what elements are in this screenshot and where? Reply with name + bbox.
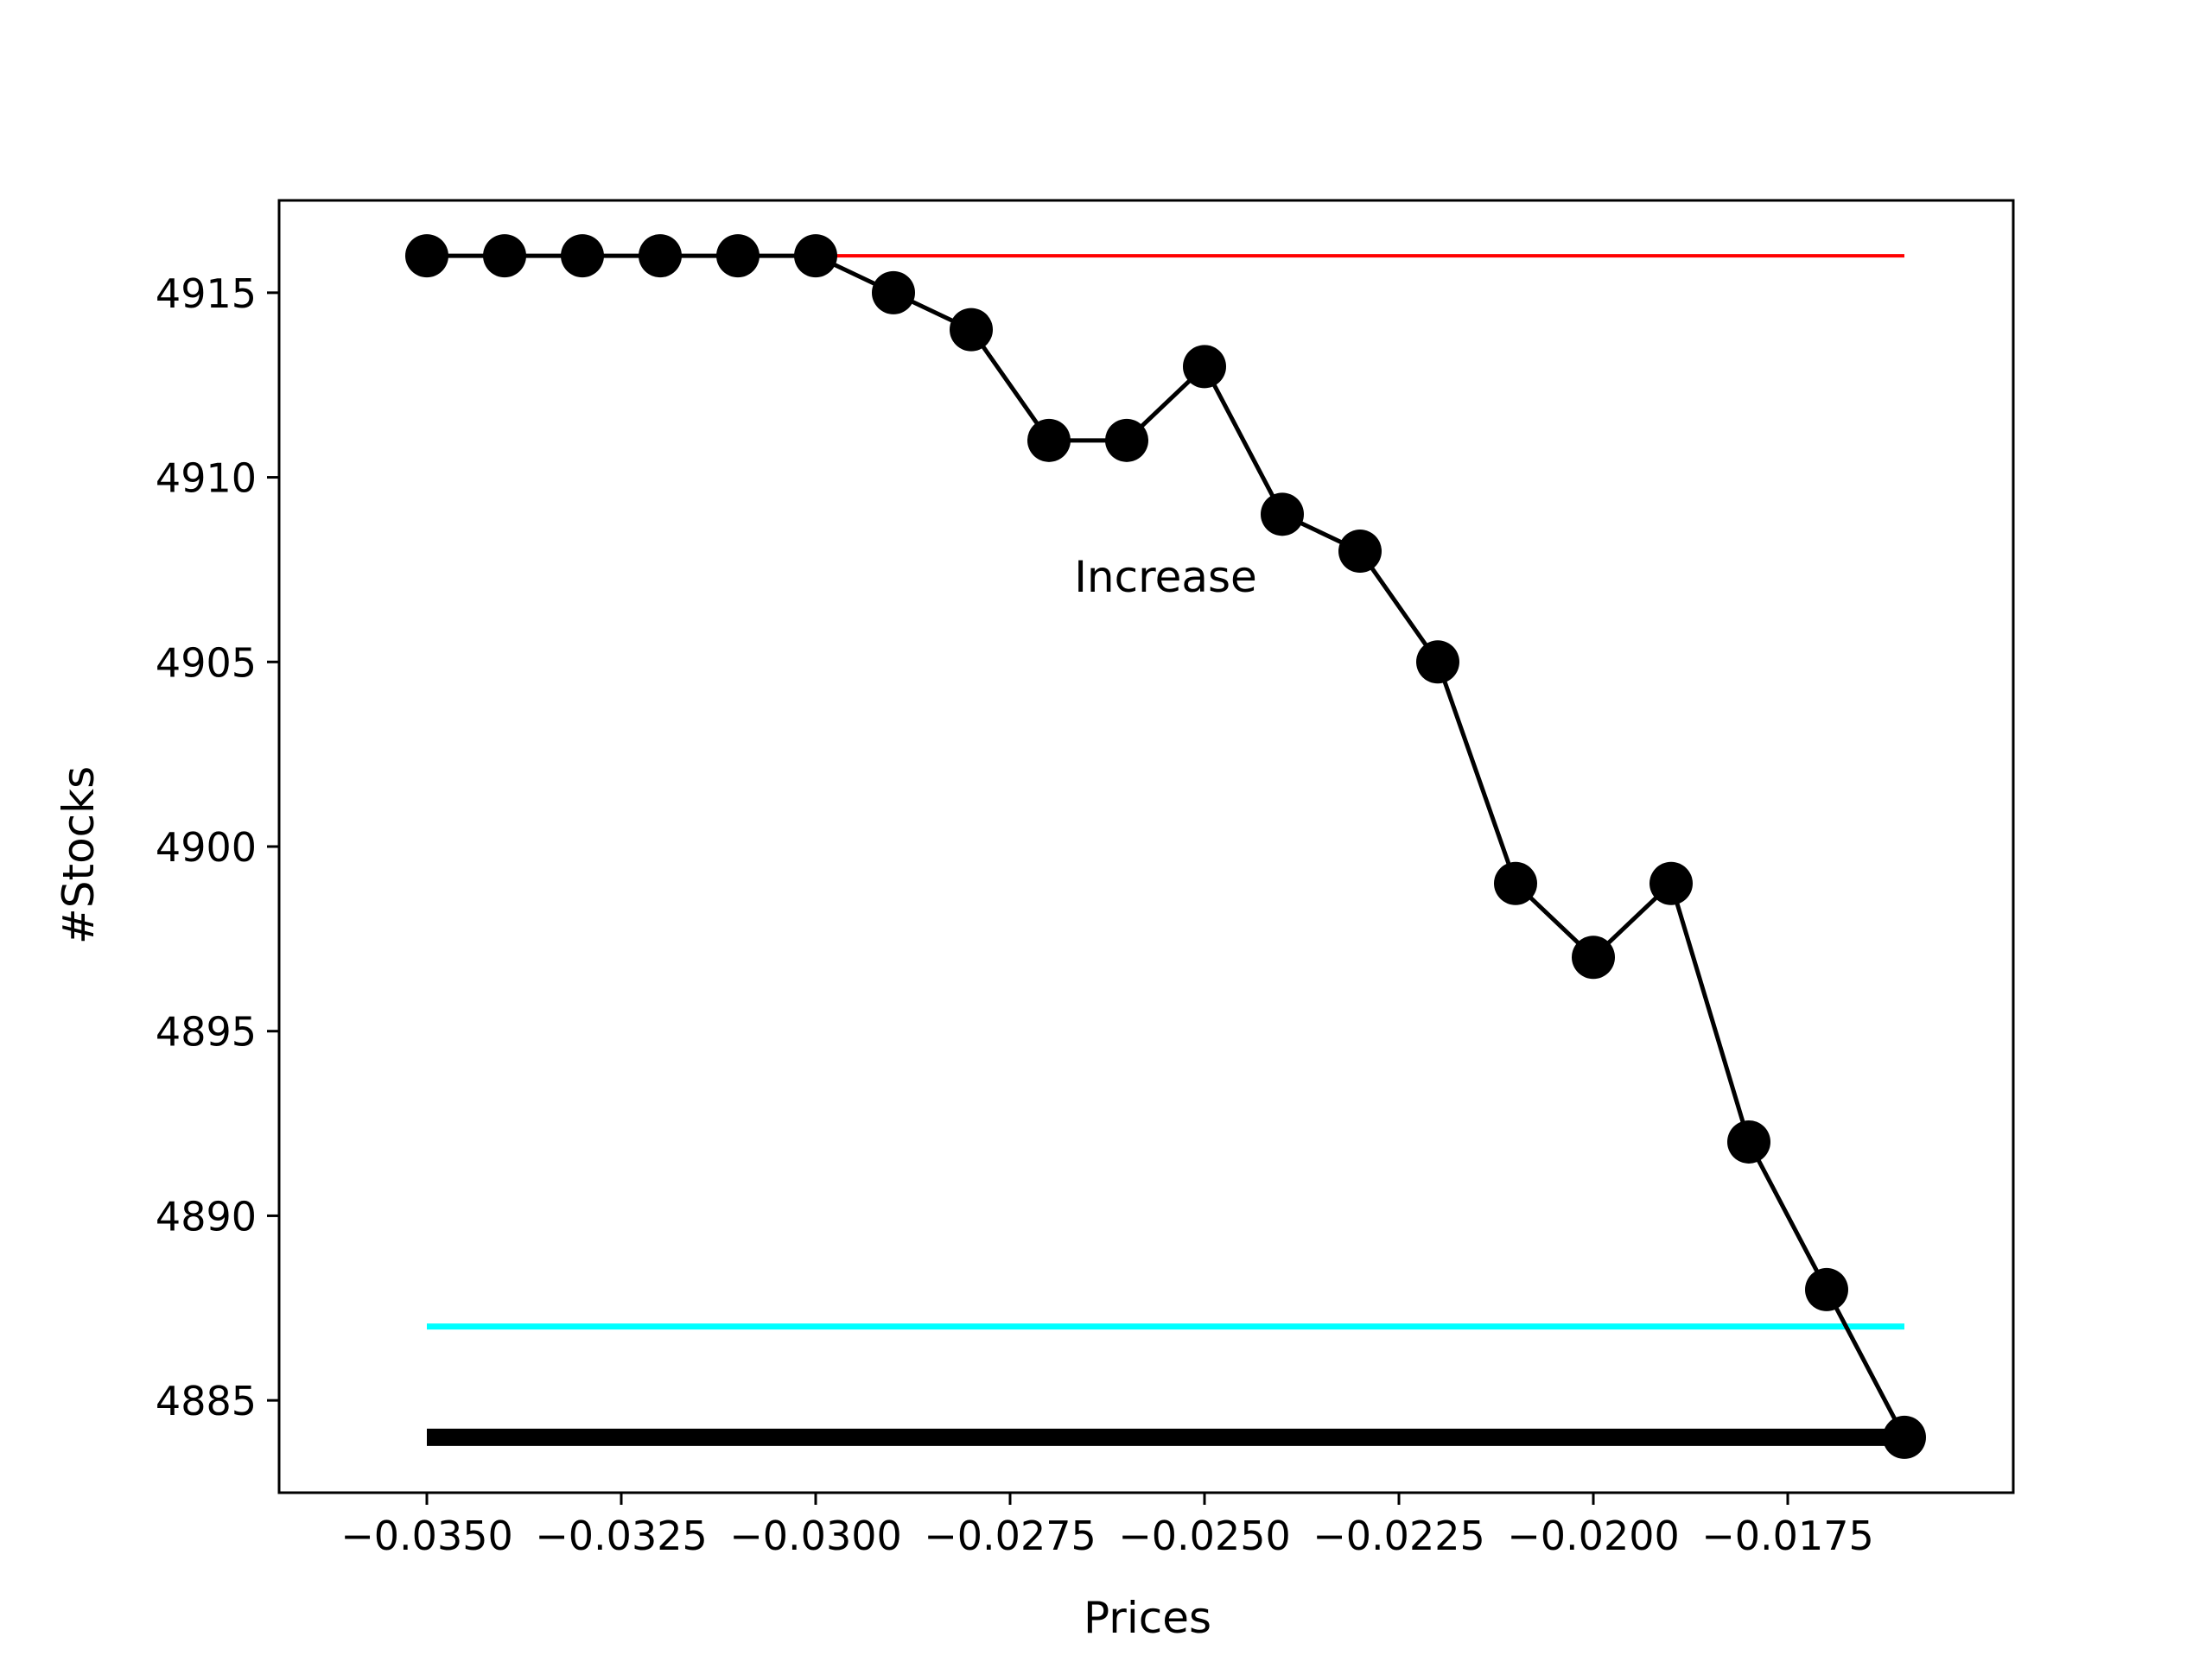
data-point-17 — [1727, 1120, 1770, 1164]
data-point-7 — [950, 308, 993, 352]
data-point-10 — [1183, 345, 1226, 389]
data-point-9 — [1105, 418, 1148, 462]
data-point-5 — [794, 234, 837, 278]
x-tick-label: −0.0275 — [924, 1513, 1096, 1559]
data-point-1 — [483, 234, 526, 278]
data-point-11 — [1261, 492, 1304, 536]
x-axis-label: Prices — [1084, 1593, 1211, 1643]
data-point-3 — [639, 234, 682, 278]
data-point-14 — [1494, 861, 1537, 905]
data-point-0 — [405, 234, 448, 278]
y-tick-label: 4890 — [156, 1193, 257, 1240]
plot-area: Increase — [405, 234, 1926, 1459]
x-tick-label: −0.0300 — [729, 1513, 902, 1559]
data-point-6 — [872, 270, 915, 314]
x-tick-label: −0.0175 — [1701, 1513, 1874, 1559]
y-tick-label: 4885 — [156, 1378, 257, 1424]
y-tick-label: 4915 — [156, 270, 257, 317]
y-tick-label: 4905 — [156, 639, 257, 686]
y-axis-label: #Stocks — [54, 766, 104, 944]
x-tick-label: −0.0250 — [1118, 1513, 1291, 1559]
data-point-15 — [1572, 936, 1615, 980]
y-tick-label: 4900 — [156, 824, 257, 871]
data-point-18 — [1805, 1267, 1848, 1311]
x-tick-label: −0.0200 — [1507, 1513, 1680, 1559]
data-point-13 — [1416, 640, 1459, 684]
x-tick-label: −0.0225 — [1313, 1513, 1485, 1559]
x-tick-label: −0.0350 — [340, 1513, 513, 1559]
data-point-4 — [716, 234, 760, 278]
data-point-12 — [1338, 530, 1382, 574]
data-point-8 — [1027, 418, 1071, 462]
axes: −0.0350 −0.0325 −0.0300 −0.0275 −0.0250 −0.02… — [156, 199, 2015, 1559]
data-point-19 — [1883, 1415, 1926, 1459]
data-point-16 — [1649, 861, 1693, 905]
annotation-label: Increase — [1074, 552, 1257, 602]
x-tick-label: −0.0325 — [535, 1513, 708, 1559]
y-tick-label: 4910 — [156, 455, 257, 502]
y-tick-label: 4895 — [156, 1009, 257, 1056]
data-point-2 — [561, 234, 604, 278]
